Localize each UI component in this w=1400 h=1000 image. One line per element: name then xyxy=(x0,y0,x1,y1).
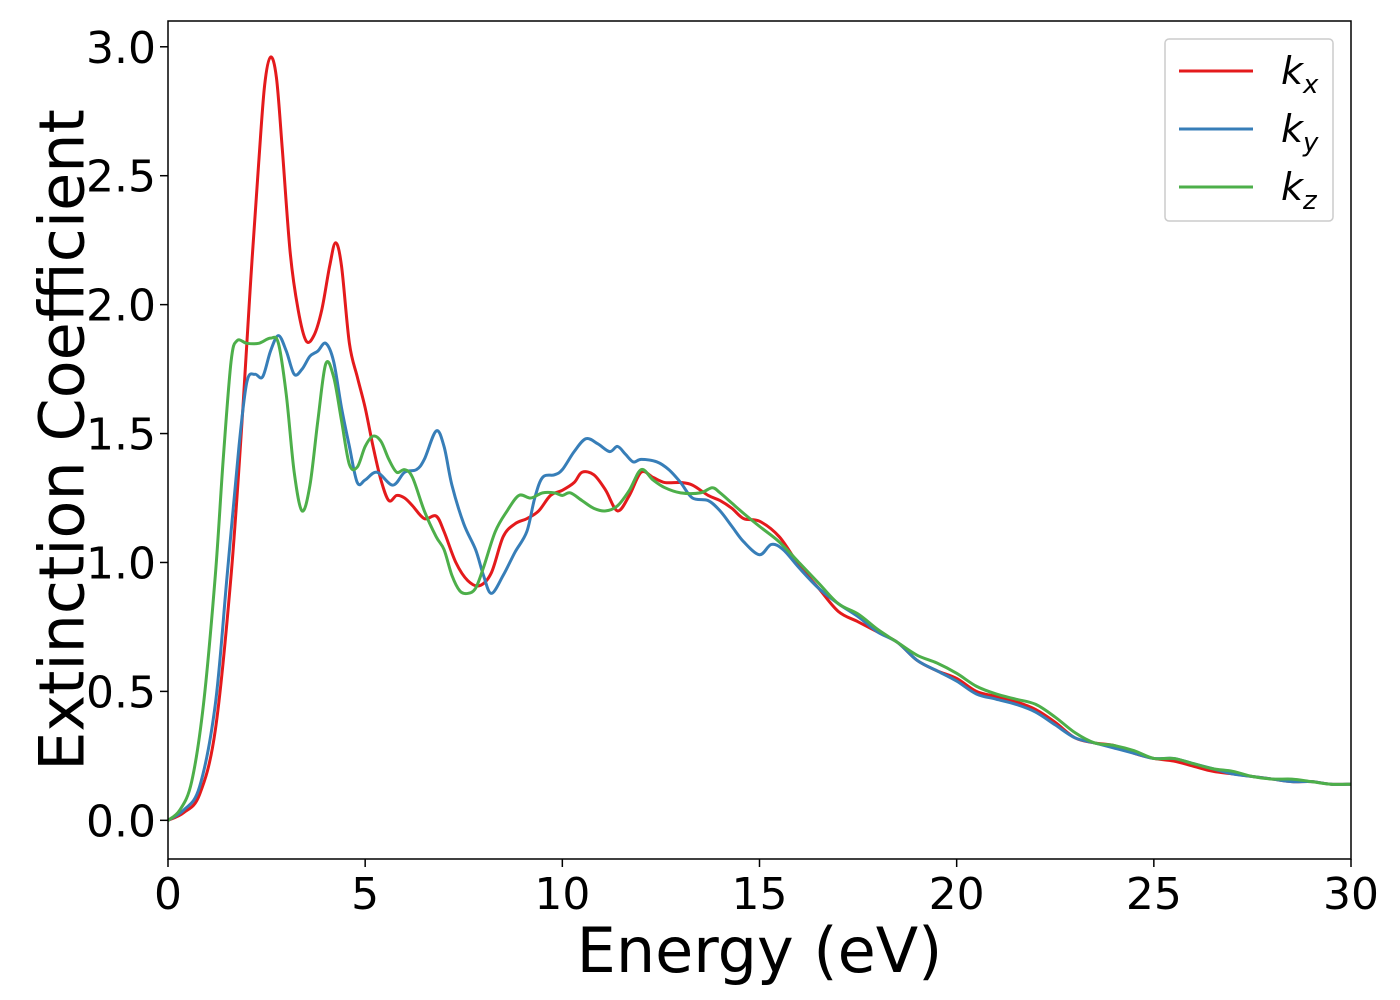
x-axis: 0 5 10 15 20 25 30 xyxy=(154,859,1379,920)
x-tick-label: 0 xyxy=(154,869,182,920)
y-axis: 0.0 0.5 1.0 1.5 2.0 2.5 3.0 xyxy=(86,23,168,847)
legend-label-z: kz xyxy=(1281,165,1318,216)
y-tick-label: 0.0 xyxy=(86,796,156,847)
series-line-k-x xyxy=(168,55,1351,822)
legend-label-main: k xyxy=(1281,49,1305,93)
x-tick-label: 10 xyxy=(534,869,590,920)
plot-series-group xyxy=(168,55,1351,822)
y-tick-label: 0.5 xyxy=(86,667,156,718)
x-tick-label: 30 xyxy=(1323,869,1379,920)
legend-label-x: kx xyxy=(1281,49,1319,100)
legend-label-sub: y xyxy=(1302,128,1319,158)
legend-label-sub: z xyxy=(1302,186,1318,216)
x-axis-title: Energy (eV) xyxy=(577,914,943,987)
y-tick-label: 2.0 xyxy=(86,281,156,332)
series-line-k-z xyxy=(168,335,1351,822)
y-tick-label: 3.0 xyxy=(86,23,156,74)
legend-label-y: ky xyxy=(1281,107,1319,158)
x-tick-label: 20 xyxy=(929,869,985,920)
y-tick-label: 1.0 xyxy=(86,538,156,589)
y-tick-label: 1.5 xyxy=(86,410,156,461)
y-axis-title: Extinction Coefficient xyxy=(26,109,99,771)
legend-label-main: k xyxy=(1281,165,1305,209)
x-tick-label: 25 xyxy=(1126,869,1182,920)
series-line-k-y xyxy=(168,334,1351,822)
x-tick-label: 5 xyxy=(351,869,379,920)
legend-label-main: k xyxy=(1281,107,1305,151)
legend-label-sub: x xyxy=(1302,70,1319,100)
x-tick-label: 15 xyxy=(732,869,788,920)
y-tick-label: 2.5 xyxy=(86,152,156,203)
